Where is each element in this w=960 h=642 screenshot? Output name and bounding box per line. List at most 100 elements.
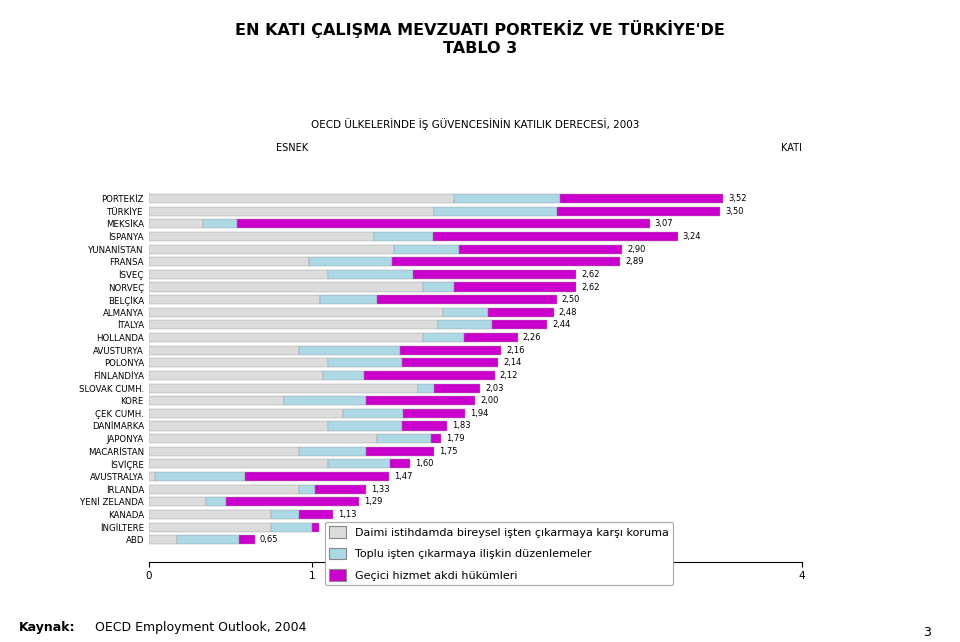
- Bar: [149, 282, 423, 291]
- Text: 3,52: 3,52: [728, 194, 747, 203]
- Bar: [438, 320, 492, 329]
- Text: 1,83: 1,83: [452, 422, 471, 431]
- Bar: [149, 434, 377, 443]
- Text: 2,89: 2,89: [625, 257, 644, 266]
- Bar: [392, 257, 620, 266]
- Bar: [284, 396, 366, 405]
- Bar: [149, 459, 328, 469]
- Bar: [413, 270, 576, 279]
- Bar: [464, 333, 517, 342]
- Text: 2,48: 2,48: [559, 308, 577, 317]
- Bar: [149, 245, 394, 254]
- Bar: [403, 409, 466, 418]
- Bar: [419, 383, 434, 393]
- Bar: [156, 472, 245, 481]
- Bar: [454, 282, 576, 291]
- Bar: [149, 498, 206, 507]
- Text: 2,26: 2,26: [522, 333, 541, 342]
- Bar: [459, 245, 622, 254]
- Bar: [443, 308, 489, 317]
- Bar: [149, 308, 443, 317]
- Bar: [149, 333, 423, 342]
- Text: TABLO 3: TABLO 3: [443, 40, 517, 56]
- Text: 2,44: 2,44: [552, 320, 570, 329]
- Text: 2,62: 2,62: [581, 282, 600, 291]
- Bar: [299, 345, 400, 355]
- Bar: [149, 358, 328, 367]
- Text: 3,50: 3,50: [725, 207, 743, 216]
- Text: OECD ÜLKELERİNDE İŞ GÜVENCESİNİN KATILIK DERECESİ, 2003: OECD ÜLKELERİNDE İŞ GÜVENCESİNİN KATILIK…: [311, 118, 639, 130]
- Text: KATI: KATI: [780, 143, 802, 153]
- Bar: [149, 270, 328, 279]
- Bar: [203, 220, 237, 229]
- Bar: [149, 535, 177, 544]
- Bar: [400, 345, 501, 355]
- Bar: [364, 371, 494, 380]
- Bar: [149, 220, 203, 229]
- Bar: [423, 282, 454, 291]
- Bar: [149, 510, 271, 519]
- Bar: [433, 232, 678, 241]
- Text: 2,03: 2,03: [485, 384, 503, 393]
- Bar: [226, 498, 359, 507]
- Bar: [366, 396, 475, 405]
- Bar: [454, 194, 560, 203]
- Text: 3,24: 3,24: [683, 232, 701, 241]
- Bar: [299, 485, 315, 494]
- Text: 1,04: 1,04: [324, 523, 342, 532]
- Text: 1,33: 1,33: [371, 485, 390, 494]
- Bar: [401, 358, 498, 367]
- Text: 2,90: 2,90: [627, 245, 645, 254]
- Bar: [391, 459, 410, 469]
- Bar: [394, 245, 459, 254]
- Text: 3,07: 3,07: [655, 220, 673, 229]
- Text: 2,50: 2,50: [562, 295, 580, 304]
- Bar: [401, 421, 447, 431]
- Bar: [149, 295, 320, 304]
- Bar: [149, 257, 309, 266]
- Bar: [560, 194, 723, 203]
- Text: 2,00: 2,00: [480, 396, 498, 405]
- Bar: [489, 308, 554, 317]
- Bar: [271, 523, 312, 532]
- Bar: [149, 447, 299, 456]
- Bar: [149, 383, 419, 393]
- Bar: [237, 220, 650, 229]
- Bar: [177, 535, 238, 544]
- Bar: [299, 510, 333, 519]
- Text: ESNEK: ESNEK: [276, 143, 308, 153]
- Text: 1,13: 1,13: [338, 510, 356, 519]
- Bar: [374, 232, 433, 241]
- Bar: [149, 523, 271, 532]
- Bar: [320, 295, 377, 304]
- Text: 1,75: 1,75: [440, 447, 458, 456]
- Legend: Daimi istihdamda bireysel işten çıkarmaya karşı koruma, Toplu işten çıkarmaya il: Daimi istihdamda bireysel işten çıkarmay…: [325, 522, 673, 585]
- Bar: [343, 409, 403, 418]
- Bar: [312, 523, 319, 532]
- Text: 1,29: 1,29: [364, 498, 383, 507]
- Bar: [149, 232, 374, 241]
- Text: Kaynak:: Kaynak:: [19, 621, 76, 634]
- Bar: [149, 485, 299, 494]
- Text: EN KATI ÇALIŞMA MEVZUATI PORTЕКİZ VE TÜRKİYE'DE: EN KATI ÇALIŞMA MEVZUATI PORTЕКİZ VE TÜR…: [235, 20, 725, 38]
- Bar: [328, 459, 391, 469]
- Bar: [149, 409, 343, 418]
- Bar: [328, 358, 402, 367]
- Bar: [324, 371, 364, 380]
- Bar: [149, 371, 324, 380]
- Text: OECD Employment Outlook, 2004: OECD Employment Outlook, 2004: [91, 621, 306, 634]
- Bar: [149, 207, 434, 216]
- Text: 1,47: 1,47: [394, 472, 412, 481]
- Bar: [271, 510, 299, 519]
- Bar: [149, 421, 328, 431]
- Bar: [366, 447, 434, 456]
- Text: 3: 3: [924, 626, 931, 639]
- Bar: [315, 485, 366, 494]
- Bar: [328, 270, 413, 279]
- Bar: [149, 320, 438, 329]
- Bar: [492, 320, 547, 329]
- Bar: [149, 472, 156, 481]
- Text: 1,60: 1,60: [415, 460, 433, 469]
- Bar: [431, 434, 441, 443]
- Bar: [238, 535, 255, 544]
